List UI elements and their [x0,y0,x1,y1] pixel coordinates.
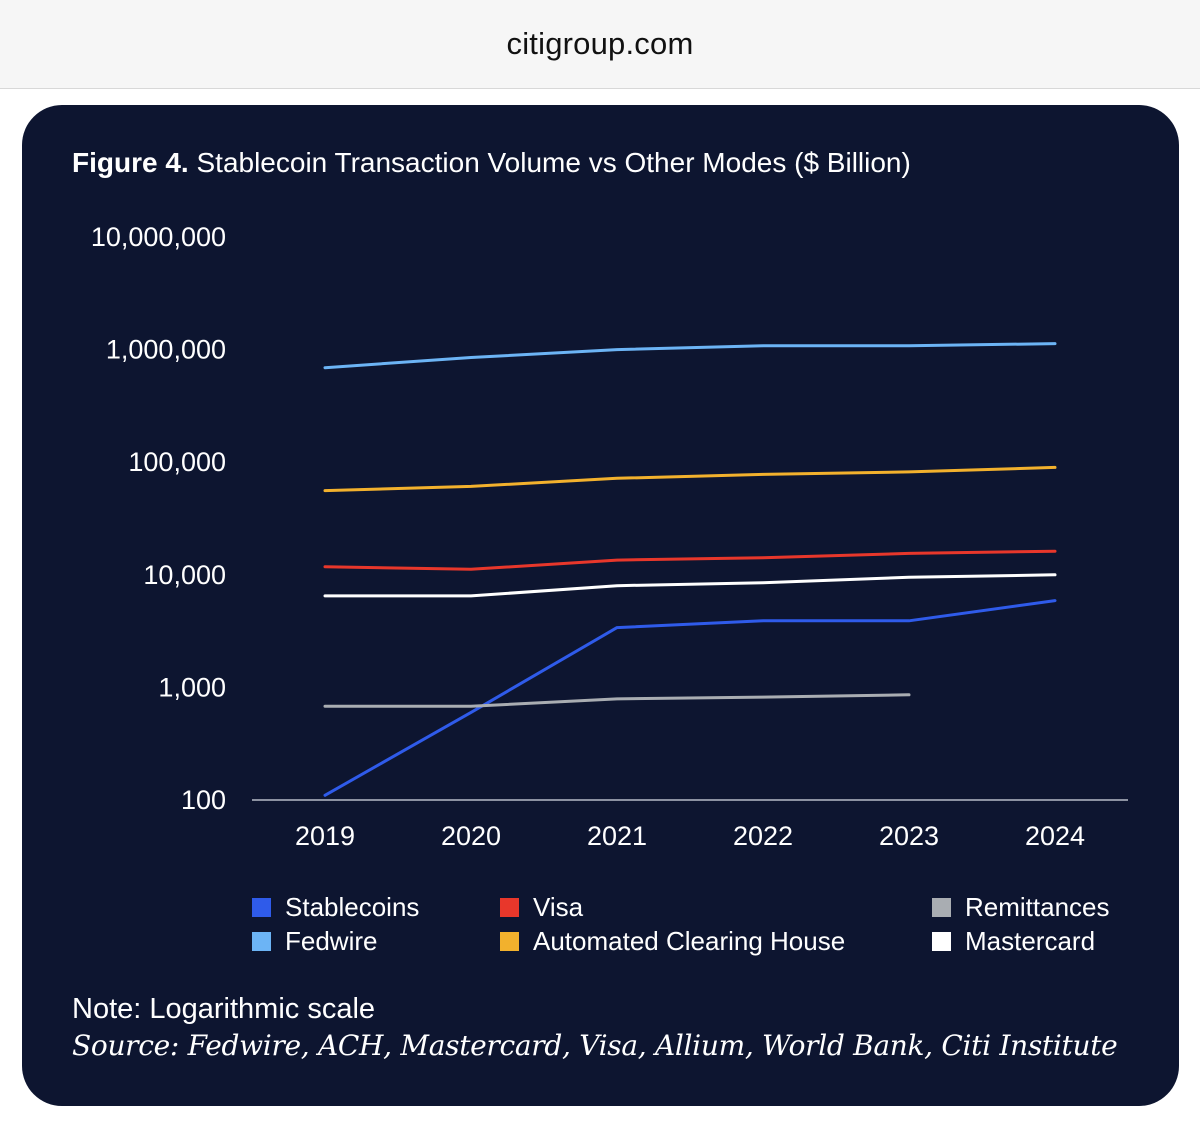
y-tick-label: 100 [181,785,226,815]
y-axis-ticks: 100 1,000 10,000 100,000 1,000,000 10,000,000 [91,222,226,815]
legend-item-mastercard: Mastercard [932,926,1095,956]
legend-swatch [932,931,951,951]
series-line-mastercard [323,573,1057,598]
y-tick-label: 1,000 [158,672,226,702]
y-tick-label: 100,000 [128,447,226,477]
series-line-fedwire [323,342,1057,370]
legend-swatch [500,931,519,951]
legend-swatch [500,897,519,917]
x-tick-label: 2021 [587,821,647,851]
y-tick-label: 1,000,000 [106,335,226,365]
series-line-stablecoins [323,599,1057,797]
series-lines [323,342,1057,797]
url-text[interactable]: citigroup.com [506,26,694,61]
line-chart: 100 1,000 10,000 100,000 1,000,000 10,000,000… [91,222,1128,851]
legend-label: Fedwire [285,925,378,956]
chart-card: Figure 4. Stablecoin Transaction Volume … [22,105,1179,1106]
legend-label: Remittances [965,891,1110,922]
legend-item-visa: Visa [500,892,583,922]
legend-item-automated-clearing-house: Automated Clearing House [500,926,845,956]
figure-title-text: Stablecoin Transaction Volume vs Other M… [196,147,911,178]
legend-item-stablecoins: Stablecoins [252,892,419,922]
legend-item-remittances: Remittances [932,892,1110,922]
chart-legend: Stablecoins Fedwire Visa Automated Clearing… [22,890,1179,970]
legend-label: Stablecoins [285,891,420,922]
x-tick-label: 2020 [441,821,501,851]
series-line-automated-clearing-house [323,465,1057,493]
legend-label: Mastercard [965,925,1096,956]
x-tick-label: 2019 [295,821,355,851]
figure-title: Figure 4. Stablecoin Transaction Volume … [72,147,911,179]
y-tick-label: 10,000 [143,560,226,590]
figure-label: Figure 4. [72,147,189,178]
legend-swatch [932,897,951,917]
legend-label: Automated Clearing House [533,925,846,956]
browser-address-bar: citigroup.com [0,0,1200,89]
x-tick-label: 2024 [1025,821,1085,851]
legend-item-fedwire: Fedwire [252,926,377,956]
x-tick-label: 2023 [879,821,939,851]
x-tick-label: 2022 [733,821,793,851]
series-line-visa [323,549,1057,571]
x-axis-ticks: 2019 2020 2021 2022 2023 2024 [295,821,1085,851]
legend-swatch [252,931,271,951]
chart-note: Note: Logarithmic scale [72,993,376,1025]
chart-source: Source: Fedwire, ACH, Mastercard, Visa, … [72,1029,1118,1062]
legend-label: Visa [533,891,584,922]
series-line-remittances [323,693,911,708]
y-tick-label: 10,000,000 [91,222,226,252]
legend-swatch [252,897,271,917]
